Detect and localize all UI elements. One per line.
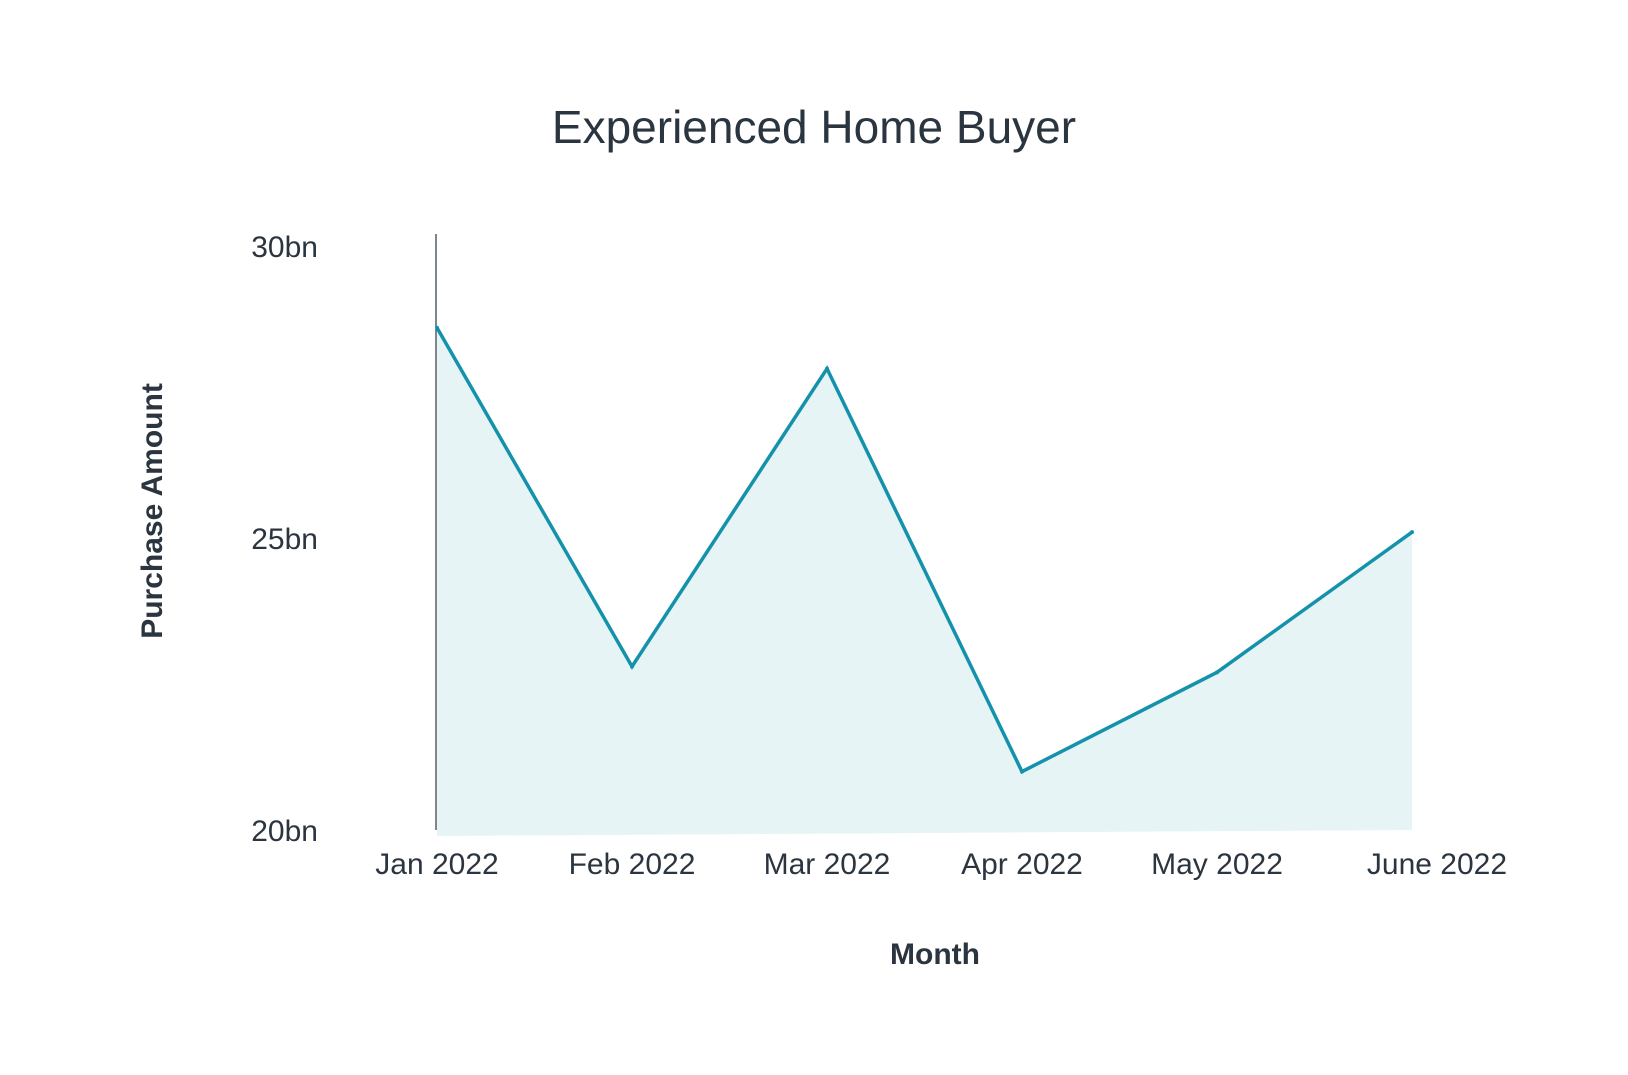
y-axis-ticks: 30bn 25bn 20bn	[251, 231, 318, 848]
area-fill	[437, 327, 1412, 836]
x-tick-label: Jan 2022	[375, 848, 498, 881]
y-tick-label: 30bn	[251, 231, 318, 264]
chart-title: Experienced Home Buyer	[552, 101, 1076, 153]
data-point-4	[1020, 769, 1024, 774]
data-point-3	[825, 366, 829, 371]
data-point-5	[1215, 670, 1219, 675]
x-axis-title: Month	[890, 938, 980, 971]
data-point-6	[1410, 530, 1414, 535]
x-tick-label: May 2022	[1151, 848, 1283, 881]
plot-area	[435, 234, 1414, 836]
y-axis-title: Purchase Amount	[136, 383, 169, 639]
y-tick-label: 25bn	[251, 523, 318, 556]
x-axis-ticks: Jan 2022 Feb 2022 Mar 2022 Apr 2022 May 2022…	[375, 848, 1507, 881]
x-tick-label: Apr 2022	[961, 848, 1083, 881]
x-tick-label: Feb 2022	[569, 848, 696, 881]
data-point-2	[630, 664, 634, 669]
series-line	[435, 326, 1414, 774]
data-point-1	[435, 325, 439, 330]
y-tick-label: 20bn	[251, 815, 318, 848]
x-tick-label: Mar 2022	[764, 848, 891, 881]
x-tick-label: June 2022	[1367, 848, 1507, 881]
